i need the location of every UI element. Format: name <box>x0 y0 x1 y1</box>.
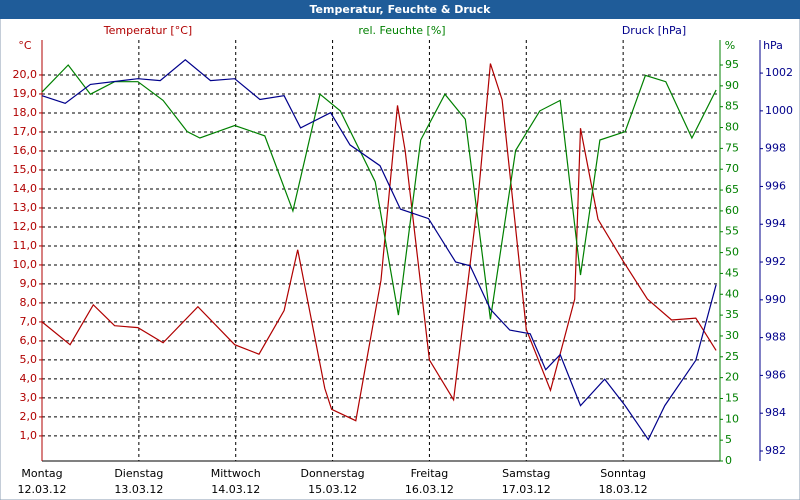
y2-tick-label: 95 <box>725 58 739 71</box>
y3-tick-label: 990 <box>765 293 786 306</box>
y2-tick-label: 40 <box>725 287 739 300</box>
y-tick-label: 4,0 <box>20 372 38 385</box>
y3-tick-label: 988 <box>765 331 786 344</box>
y3-tick-label: 984 <box>765 406 786 419</box>
y2-tick-label: 10 <box>725 412 739 425</box>
x-tick-label: Dienstag <box>114 467 163 480</box>
x-tick-label: Freitag <box>411 467 449 480</box>
x-tick-date: 12.03.12 <box>18 483 67 496</box>
y3-tick-label: 992 <box>765 255 786 268</box>
x-tick-date: 14.03.12 <box>211 483 260 496</box>
series-line <box>41 64 717 320</box>
y-tick-label: 12,0 <box>13 220 38 233</box>
x-tick-label: Samstag <box>502 467 550 480</box>
y-tick-label: 5,0 <box>20 353 38 366</box>
y3-tick-label: 1002 <box>765 66 793 79</box>
y-tick-label: 20,0 <box>13 68 38 81</box>
y2-tick-label: 75 <box>725 141 739 154</box>
y3-tick-label: 986 <box>765 368 786 381</box>
y-tick-label: 19,0 <box>13 87 38 100</box>
y-tick-label: 3,0 <box>20 391 38 404</box>
y2-tick-label: 55 <box>725 225 739 238</box>
chart-title: Temperatur, Feuchte & Druck <box>310 3 492 16</box>
y-tick-label: 8,0 <box>20 296 38 309</box>
y3-tick-label: 1000 <box>765 104 793 117</box>
y-tick-label: 18,0 <box>13 106 38 119</box>
y-tick-label: 16,0 <box>13 144 38 157</box>
y2-tick-label: 35 <box>725 308 739 321</box>
y-tick-label: 1,0 <box>20 429 38 442</box>
axis-title: Druck [hPa] <box>622 24 686 37</box>
x-tick-label: Mittwoch <box>211 467 261 480</box>
y3-tick-label: 982 <box>765 444 786 457</box>
y2-tick-label: 80 <box>725 121 739 134</box>
y-tick-label: 15,0 <box>13 163 38 176</box>
y2-tick-label: 85 <box>725 100 739 113</box>
y2-tick-label: 90 <box>725 79 739 92</box>
axis-title: Temperatur [°C] <box>103 24 192 37</box>
y-tick-label: 17,0 <box>13 125 38 138</box>
y2-tick-label: 60 <box>725 204 739 217</box>
y2-tick-label: 45 <box>725 266 739 279</box>
y-tick-label: 11,0 <box>13 239 38 252</box>
y-tick-label: 9,0 <box>20 277 38 290</box>
y-tick-label: 6,0 <box>20 334 38 347</box>
y-tick-label: 13,0 <box>13 201 38 214</box>
y-tick-label: 14,0 <box>13 182 38 195</box>
x-tick-label: Sonntag <box>600 467 646 480</box>
y-tick-label: 2,0 <box>20 410 38 423</box>
y3-tick-label: 996 <box>765 179 786 192</box>
y-tick-label: 10,0 <box>13 258 38 271</box>
series-line <box>41 59 717 441</box>
y3-tick-label: 994 <box>765 217 786 230</box>
axis-title: rel. Feuchte [%] <box>358 24 445 37</box>
x-tick-date: 15.03.12 <box>308 483 357 496</box>
y2-tick-label: 0 <box>725 454 732 467</box>
y2-tick-label: 30 <box>725 329 739 342</box>
y2-tick-label: 5 <box>725 433 732 446</box>
y2-tick-label: 25 <box>725 350 739 363</box>
y-tick-label: 7,0 <box>20 315 38 328</box>
axis-unit: hPa <box>763 39 783 52</box>
axis-unit: % <box>725 39 735 52</box>
x-tick-label: Montag <box>21 467 62 480</box>
y2-tick-label: 50 <box>725 246 739 259</box>
y3-tick-label: 998 <box>765 142 786 155</box>
x-tick-date: 13.03.12 <box>114 483 163 496</box>
x-tick-date: 16.03.12 <box>405 483 454 496</box>
x-tick-date: 17.03.12 <box>502 483 551 496</box>
title-bar <box>0 0 800 19</box>
y2-tick-label: 70 <box>725 162 739 175</box>
y2-tick-label: 15 <box>725 391 739 404</box>
axis-unit: °C <box>18 39 32 52</box>
series-line <box>41 63 717 422</box>
y2-tick-label: 65 <box>725 183 739 196</box>
x-tick-date: 18.03.12 <box>599 483 648 496</box>
y2-tick-label: 20 <box>725 371 739 384</box>
x-tick-label: Donnerstag <box>300 467 364 480</box>
